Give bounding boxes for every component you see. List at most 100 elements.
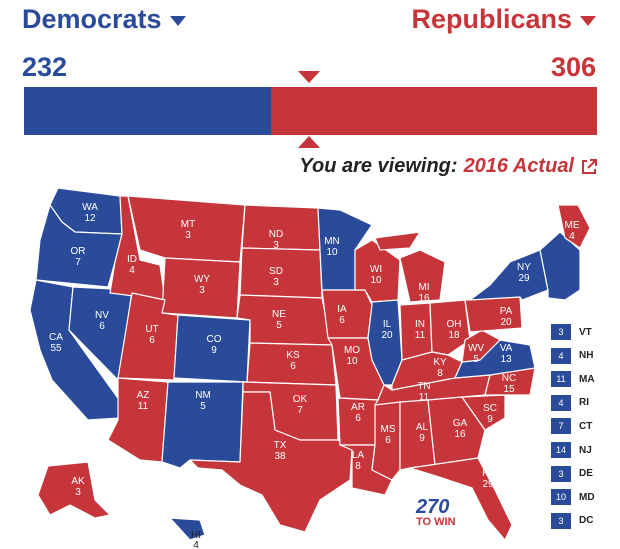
small-state-votes: 4 <box>551 347 571 364</box>
state-ny[interactable] <box>469 249 549 301</box>
small-state-votes: 7 <box>551 418 571 435</box>
label-mn: MN 10 <box>324 236 340 258</box>
small-state-ri[interactable]: 4 RI <box>551 394 589 411</box>
state-pa[interactable] <box>464 296 523 333</box>
state-nd[interactable] <box>241 204 321 251</box>
small-state-abbr: MD <box>579 491 595 503</box>
label-mi: MI 16 <box>418 282 430 304</box>
label-ca: CA 55 <box>49 332 63 354</box>
republicans-electoral-votes: 306 <box>550 52 596 82</box>
label-ny: NY 29 <box>517 262 531 284</box>
small-state-votes: 11 <box>551 371 571 388</box>
small-state-abbr: MA <box>579 373 595 385</box>
republicans-dropdown[interactable]: Republicans <box>411 4 596 35</box>
label-id: ID 4 <box>127 254 137 276</box>
label-me: ME 4 <box>565 220 580 242</box>
small-state-votes: 3 <box>551 512 571 529</box>
democrats-electoral-votes: 232 <box>22 52 68 82</box>
label-va: VA 13 <box>500 343 513 365</box>
label-wy: WY 3 <box>194 274 210 296</box>
label-sd: SD 3 <box>269 266 283 288</box>
small-state-ma[interactable]: 11 MA <box>551 371 595 388</box>
label-ne: NE 5 <box>272 309 286 331</box>
label-ms: MS 6 <box>381 424 396 446</box>
label-or: OR 7 <box>71 246 86 268</box>
label-tn: TN 11 <box>417 381 430 403</box>
state-ne[interactable] <box>236 294 333 346</box>
republicans-bar-segment <box>271 87 597 135</box>
state-hi[interactable] <box>169 517 206 541</box>
label-ut: UT 6 <box>145 324 158 346</box>
small-state-abbr: RI <box>579 397 589 409</box>
state-me[interactable] <box>557 204 591 249</box>
small-state-nh[interactable]: 4 NH <box>551 347 594 364</box>
270-marker-bottom-icon <box>298 136 320 148</box>
chevron-down-icon <box>580 15 596 26</box>
label-pa: PA 20 <box>500 306 513 328</box>
label-wi: WI 10 <box>370 264 382 286</box>
state-fl[interactable] <box>409 457 513 541</box>
label-la: LA 8 <box>352 450 365 472</box>
small-state-abbr: NH <box>579 350 594 362</box>
state-sc[interactable] <box>461 394 506 431</box>
label-fl: FL 29 <box>482 468 494 490</box>
democrats-label: Democrats <box>22 4 162 34</box>
state-new-england[interactable] <box>539 231 581 301</box>
electoral-vote-bar <box>24 87 597 135</box>
small-state-abbr: DE <box>579 468 593 480</box>
label-nv: NV 6 <box>95 310 109 332</box>
small-state-votes: 14 <box>551 442 571 458</box>
label-ks: KS 6 <box>286 350 300 372</box>
label-tx: TX 38 <box>274 440 287 462</box>
270-marker-top-icon <box>298 71 320 83</box>
state-ak[interactable] <box>37 461 111 519</box>
label-wv: WV 5 <box>468 343 484 365</box>
label-ia: IA 6 <box>337 304 347 326</box>
label-ar: AR 6 <box>351 402 365 424</box>
state-ia[interactable] <box>321 289 373 339</box>
label-il: IL 20 <box>381 319 393 341</box>
republicans-label: Republicans <box>411 4 572 34</box>
small-state-nj[interactable]: 14 NJ <box>551 442 592 458</box>
label-mo: MO 10 <box>344 345 360 367</box>
state-oh[interactable] <box>429 299 471 356</box>
viewing-indicator: You are viewing: 2016 Actual <box>299 155 598 178</box>
state-tx[interactable] <box>189 391 353 533</box>
democrats-dropdown[interactable]: Democrats <box>22 4 186 35</box>
small-state-vt[interactable]: 3 VT <box>551 324 592 340</box>
state-labels: WA 12 OR 7 CA 55 NV 6 ID 4 MT 3 WY 3 UT 6 CO 9 AZ… <box>49 202 580 549</box>
chevron-down-icon <box>169 15 186 26</box>
small-state-votes: 3 <box>551 465 571 482</box>
small-state-abbr: NJ <box>579 444 592 456</box>
label-nd: ND 3 <box>269 229 283 251</box>
label-co: CO 9 <box>207 334 222 356</box>
viewing-value-link[interactable]: 2016 Actual <box>463 155 574 177</box>
small-state-votes: 10 <box>551 489 571 506</box>
democrats-bar-segment <box>24 87 272 135</box>
state-ga[interactable] <box>427 396 486 466</box>
small-state-votes: 3 <box>551 324 571 340</box>
small-state-abbr: CT <box>579 420 593 432</box>
small-state-md[interactable]: 10 MD <box>551 489 595 506</box>
small-state-abbr: DC <box>579 515 594 527</box>
state-nc[interactable] <box>484 367 536 396</box>
label-ga: GA 16 <box>453 418 468 440</box>
label-az: AZ 11 <box>137 390 150 412</box>
external-link-icon[interactable] <box>580 158 598 176</box>
label-wa: WA 12 <box>82 202 98 224</box>
label-hi: HI 4 <box>191 530 201 549</box>
small-state-de[interactable]: 3 DE <box>551 465 593 482</box>
small-state-ct[interactable]: 7 CT <box>551 418 593 435</box>
small-state-votes: 4 <box>551 394 571 411</box>
label-nc: NC 15 <box>502 373 516 395</box>
small-state-abbr: VT <box>579 326 592 338</box>
label-mt: MT 3 <box>181 219 195 241</box>
label-ok: OK 7 <box>293 394 308 416</box>
viewing-prefix: You are viewing: <box>299 155 458 177</box>
label-ky: KY 8 <box>433 357 447 379</box>
state-mi[interactable] <box>374 231 446 303</box>
label-sc: SC 9 <box>483 403 497 425</box>
small-state-dc[interactable]: 3 DC <box>551 512 594 529</box>
label-oh: OH 18 <box>447 319 462 341</box>
